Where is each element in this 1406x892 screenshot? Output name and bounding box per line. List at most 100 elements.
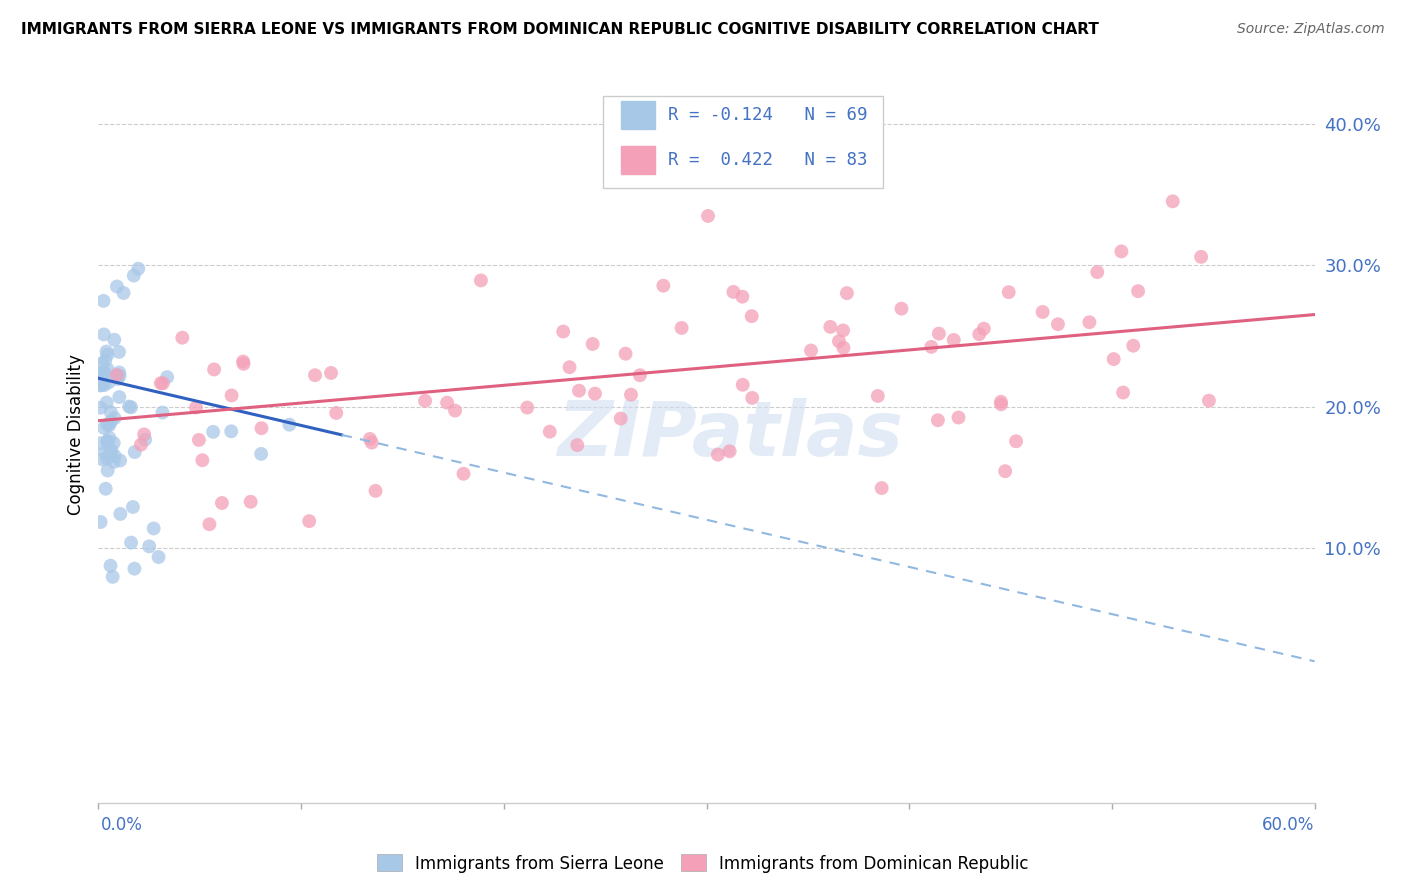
Point (96, 395, 118, 409)
Point (582, 337, 605, 351)
Point (122, 268, 145, 283)
Point (103, 436, 125, 450)
Point (364, 483, 387, 498)
Point (538, 425, 561, 439)
Point (568, 384, 591, 398)
Point (553, 325, 575, 339)
Point (93, 366, 115, 380)
Point (118, 400, 141, 414)
Point (100, 558, 122, 573)
Point (124, 445, 146, 459)
Point (567, 438, 589, 452)
Point (97, 434, 120, 448)
Point (108, 390, 131, 404)
Point (100, 443, 122, 458)
Point (942, 333, 965, 347)
Point (152, 376, 174, 391)
Point (98, 375, 121, 389)
Point (997, 285, 1019, 300)
Point (98, 445, 121, 459)
Point (91, 365, 114, 379)
Point (436, 395, 458, 409)
Point (91, 369, 114, 384)
Point (103, 333, 125, 347)
Legend: Immigrants from Sierra Leone, Immigrants from Dominican Republic: Immigrants from Sierra Leone, Immigrants… (370, 847, 1036, 880)
Point (89, 401, 111, 415)
Point (98, 418, 121, 433)
Point (319, 366, 342, 380)
Point (1189, 250, 1212, 264)
Point (219, 425, 242, 439)
Point (184, 401, 207, 415)
Point (360, 435, 382, 450)
Point (149, 376, 172, 391)
Point (718, 444, 741, 458)
Point (89, 378, 111, 392)
Text: 0.0%: 0.0% (101, 816, 143, 834)
Point (108, 366, 131, 380)
Point (444, 403, 467, 417)
Point (453, 467, 475, 481)
Point (94, 482, 117, 496)
Point (232, 357, 254, 371)
Point (93, 327, 115, 342)
Text: IMMIGRANTS FROM SIERRA LEONE VS IMMIGRANTS FROM DOMINICAN REPUBLIC COGNITIVE DIS: IMMIGRANTS FROM SIERRA LEONE VS IMMIGRAN… (21, 22, 1099, 37)
Point (93, 421, 115, 435)
FancyBboxPatch shape (603, 96, 883, 188)
Point (127, 261, 149, 276)
Point (1078, 315, 1101, 329)
Point (697, 209, 720, 223)
Point (97, 362, 120, 376)
Point (470, 273, 492, 287)
Point (1085, 265, 1108, 279)
Point (122, 500, 145, 514)
Point (920, 340, 942, 354)
Point (221, 388, 243, 402)
Point (1005, 434, 1028, 449)
Point (112, 285, 135, 300)
Point (1111, 244, 1133, 259)
Point (148, 549, 170, 564)
Point (558, 360, 581, 375)
Point (927, 413, 949, 427)
Text: R = -0.124   N = 69: R = -0.124 N = 69 (668, 106, 868, 125)
Point (298, 514, 321, 528)
Point (108, 368, 131, 383)
Point (120, 535, 142, 549)
Point (890, 301, 912, 316)
Point (198, 517, 221, 532)
Point (1198, 393, 1220, 408)
Point (516, 401, 538, 415)
Point (156, 370, 179, 384)
Point (98, 431, 121, 445)
Point (800, 343, 823, 358)
Point (797, 159, 820, 173)
Point (731, 377, 754, 392)
Point (103, 455, 125, 469)
Point (828, 334, 851, 349)
Point (107, 372, 129, 386)
Point (138, 540, 160, 554)
Point (707, 448, 730, 462)
Point (93, 378, 115, 392)
Point (96, 434, 118, 449)
Point (994, 464, 1017, 478)
Point (832, 341, 855, 355)
Point (835, 286, 858, 301)
Point (129, 438, 152, 452)
Point (1122, 339, 1144, 353)
Point (134, 427, 156, 442)
Point (870, 481, 893, 495)
Bar (621, 102, 655, 129)
Point (723, 285, 745, 299)
Point (278, 417, 301, 432)
Point (105, 279, 128, 293)
Bar (621, 145, 655, 174)
Point (96, 417, 118, 432)
Point (90, 378, 112, 392)
Point (1102, 352, 1125, 367)
Point (1161, 194, 1184, 209)
Point (202, 362, 225, 376)
Point (96, 344, 118, 359)
Point (98, 450, 121, 464)
